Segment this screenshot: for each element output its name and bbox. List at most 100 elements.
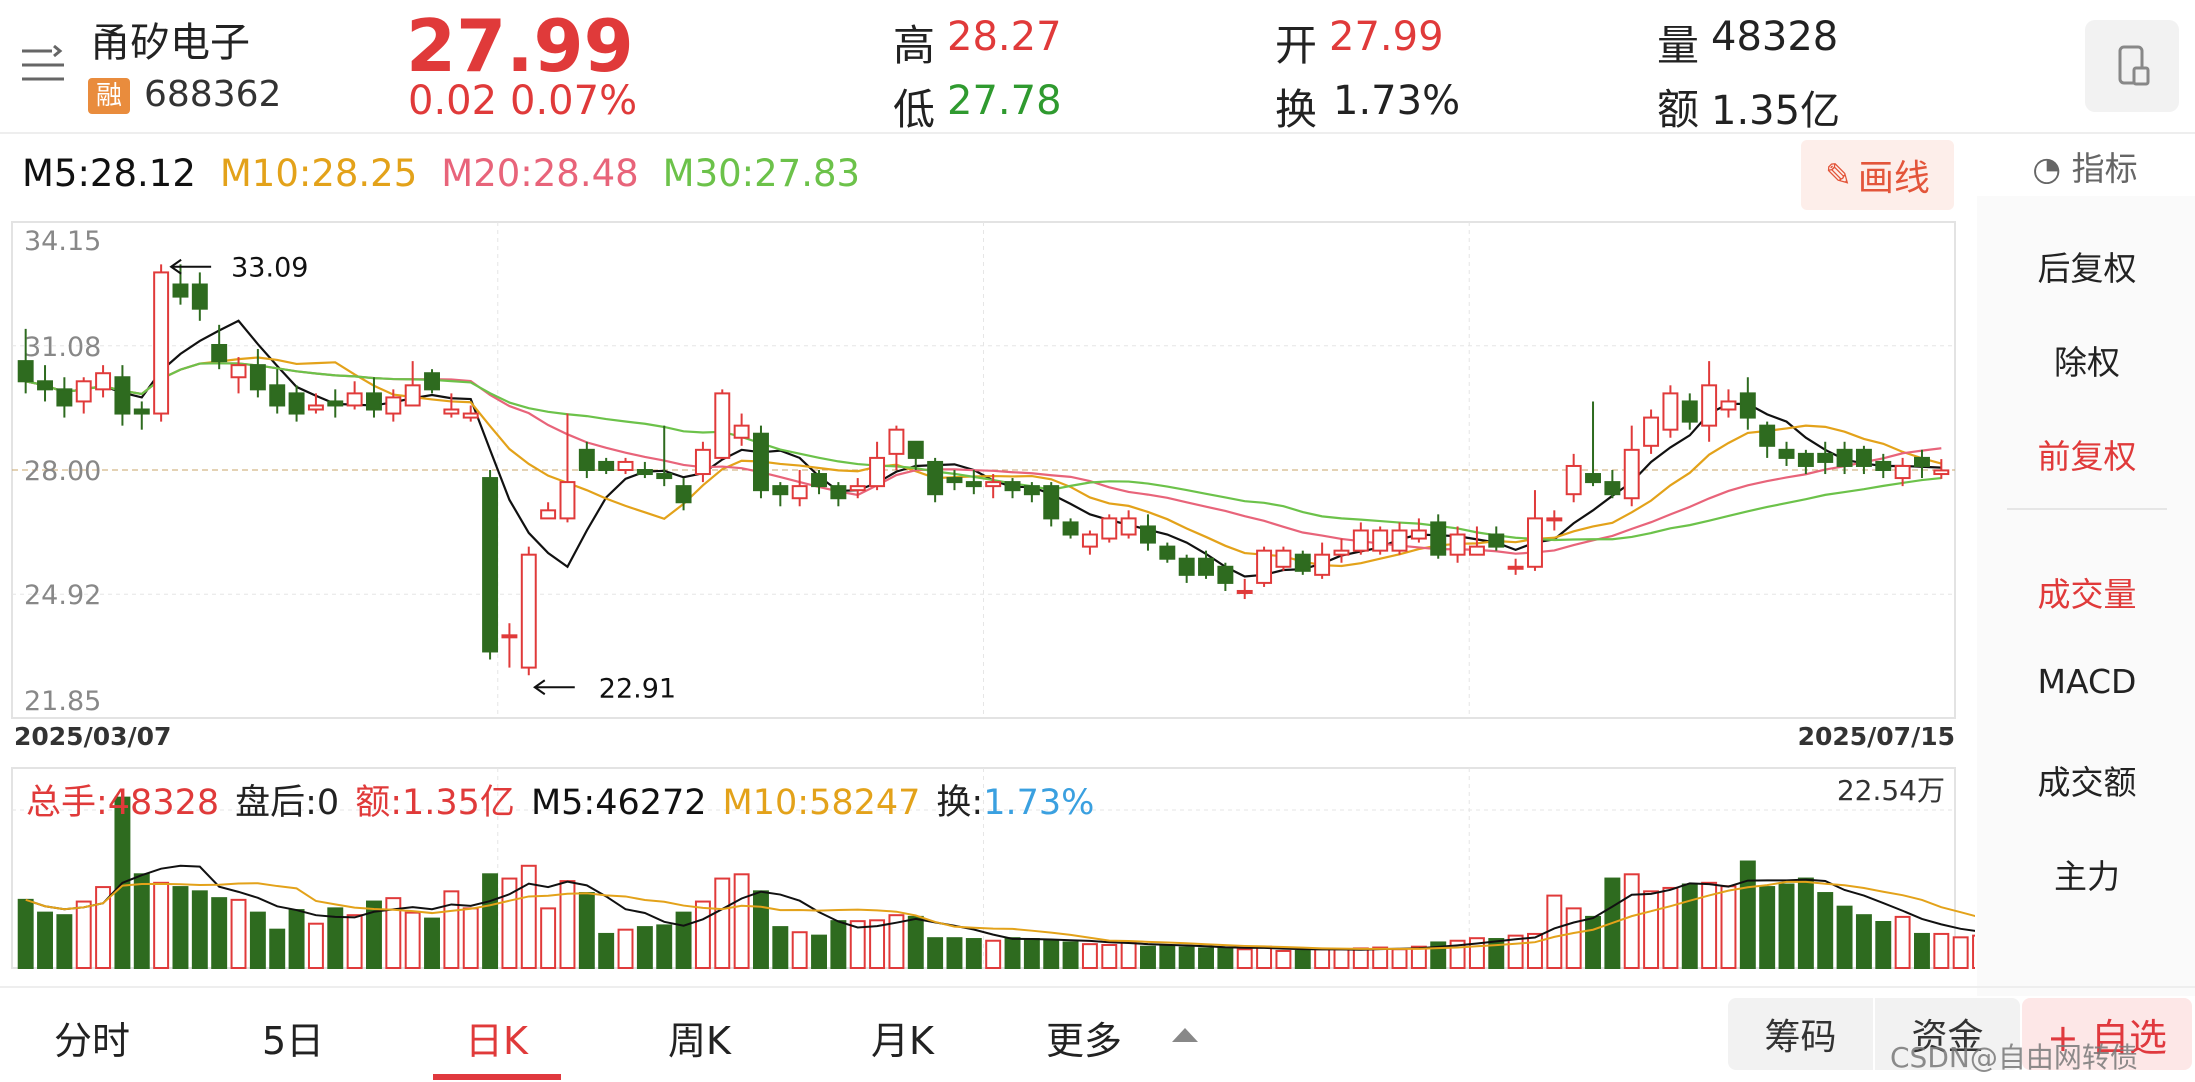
landscape-toggle-button[interactable]	[2085, 20, 2179, 112]
indicator-header[interactable]: ◔ 指标	[1975, 142, 2195, 190]
volume-bar	[385, 897, 402, 969]
candle-body	[753, 432, 769, 492]
candle-body	[1817, 452, 1834, 463]
candle	[133, 401, 150, 430]
candle	[191, 272, 208, 321]
menu-item-fwd-adjust[interactable]: 前复权	[2037, 437, 2137, 476]
candle-body	[172, 283, 189, 298]
candle-body	[1120, 517, 1137, 536]
candle	[307, 393, 324, 414]
volume-bar	[1120, 941, 1137, 970]
candle	[346, 381, 363, 410]
menu-item-ex-right[interactable]: 除权	[2054, 343, 2120, 382]
candle	[1933, 459, 1950, 479]
candle-body	[598, 460, 615, 472]
candle-body	[1701, 384, 1718, 427]
candle-body	[791, 485, 808, 500]
caret-up-icon[interactable]	[1172, 1028, 1198, 1042]
vol-ma5-line	[25, 864, 1975, 951]
vol-m5: M5:46272	[530, 783, 707, 823]
tab-weekly-k[interactable]: 周K	[668, 1019, 731, 1063]
candle	[1604, 470, 1621, 499]
candle-body	[869, 456, 886, 488]
volume-bar	[172, 886, 189, 970]
candle	[694, 441, 711, 483]
candle-body	[1198, 557, 1214, 576]
candle-body	[1275, 549, 1292, 568]
menu-icon[interactable]	[20, 44, 66, 85]
candle-body	[1294, 553, 1311, 572]
volume-bar	[1933, 932, 1950, 970]
price-change-pct: 0.07%	[510, 78, 638, 124]
candle	[1120, 510, 1137, 539]
candle	[462, 405, 479, 422]
tab-monthly-k[interactable]: 月K	[871, 1019, 934, 1063]
candle	[1333, 538, 1350, 563]
volume-bar	[1585, 915, 1601, 970]
candle	[1391, 522, 1408, 555]
volume-bar	[1352, 947, 1369, 969]
menu-item-back-adjust[interactable]: 后复权	[2037, 249, 2137, 288]
volume-bar	[1140, 945, 1156, 970]
volume-bar	[965, 938, 982, 969]
volume-bar	[888, 914, 905, 969]
kline-chart[interactable]: 34.15 31.08 28.00 24.92 21.85 33.09 22.91 202…	[0, 210, 1975, 986]
phone-rotate-icon	[2118, 45, 2150, 86]
candle-body	[346, 392, 363, 407]
volume-bar	[1217, 946, 1234, 969]
candle-body	[1604, 481, 1621, 496]
candle-body	[675, 485, 692, 504]
candle-body	[656, 473, 673, 480]
candle-body	[559, 481, 576, 520]
candle-body	[1178, 557, 1195, 576]
candle	[559, 413, 576, 523]
candle	[114, 365, 131, 426]
candle-body	[1217, 565, 1234, 584]
candle	[869, 441, 886, 491]
menu-item-main-force[interactable]: 主力	[2054, 857, 2120, 896]
candle	[1159, 542, 1176, 563]
volume-bar	[733, 873, 750, 970]
candle	[1178, 554, 1195, 583]
add-watchlist-button[interactable]: + 自选	[2022, 998, 2192, 1070]
menu-item-macd[interactable]: MACD	[2037, 662, 2137, 701]
volume-bar	[520, 864, 537, 970]
candle-body	[1449, 533, 1466, 556]
volume-bar	[1081, 943, 1098, 969]
vol-m10: M10:58247	[722, 783, 921, 823]
tab-more[interactable]: 更多	[1046, 1019, 1123, 1063]
volume-bar	[811, 934, 827, 969]
tab-5day[interactable]: 5日	[262, 1019, 325, 1063]
candle-body	[617, 460, 634, 472]
volume-bar	[636, 926, 653, 969]
tab-intraday[interactable]: 分时	[54, 1019, 131, 1063]
menu-item-turnover-amount[interactable]: 成交额	[2037, 763, 2137, 802]
candle	[1778, 441, 1795, 466]
volume-bar	[346, 914, 363, 969]
candle-body	[1855, 448, 1872, 467]
candle-body	[37, 380, 53, 391]
volume-bar	[1855, 914, 1872, 969]
chips-button[interactable]: 筹码	[1728, 998, 1873, 1070]
draw-line-button[interactable]: ✎ 画线	[1801, 140, 1954, 210]
open-value: 27.99	[1329, 14, 1444, 60]
candle-body	[830, 485, 847, 500]
low-marker-arrowhead	[533, 679, 546, 696]
volume-bar	[985, 939, 1002, 970]
tab-daily-k[interactable]: 日K	[465, 1019, 528, 1063]
candle	[1140, 514, 1156, 551]
candle-body	[230, 364, 247, 379]
candle-body	[1739, 392, 1756, 419]
candle-body	[927, 460, 944, 496]
candle-body	[1004, 481, 1021, 492]
candle	[675, 478, 692, 511]
candle	[385, 389, 402, 422]
stock-name: 甬矽电子	[90, 20, 250, 66]
menu-item-volume[interactable]: 成交量	[2037, 575, 2137, 614]
candle	[1565, 453, 1582, 503]
volume-bar	[1797, 877, 1814, 970]
volume-bar	[946, 937, 963, 970]
candle-body	[1101, 517, 1118, 540]
funds-button[interactable]: 资金	[1875, 998, 2020, 1070]
candle	[540, 502, 557, 520]
